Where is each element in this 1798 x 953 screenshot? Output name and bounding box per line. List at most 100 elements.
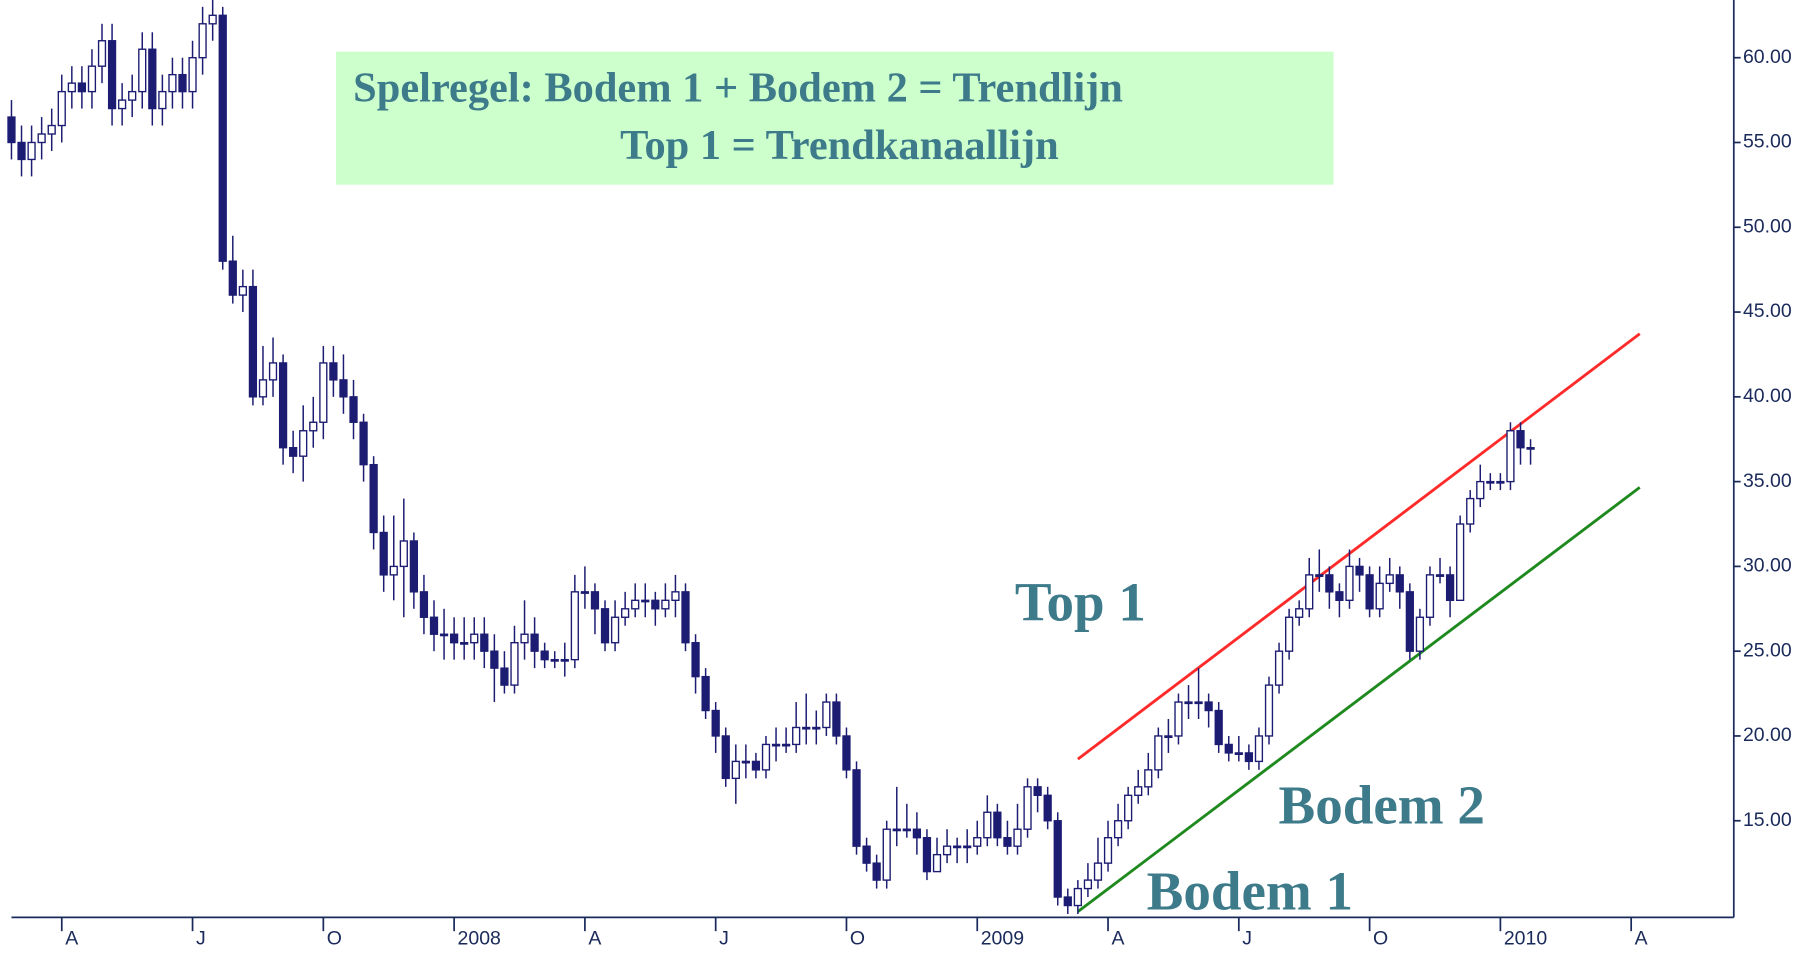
candle-body <box>138 48 147 93</box>
candle-body <box>1254 735 1264 763</box>
candle-body <box>1284 616 1294 652</box>
candle-body <box>128 90 137 101</box>
candle-body <box>1435 574 1445 577</box>
candle-body <box>409 540 419 593</box>
candle-body <box>1445 574 1455 602</box>
candle-body <box>1063 896 1072 907</box>
candle-body <box>852 769 861 847</box>
rule-box <box>335 51 1334 185</box>
candle-body <box>1516 430 1525 449</box>
candle-body <box>258 379 268 398</box>
candle-body <box>610 616 620 644</box>
candle-body <box>570 591 579 661</box>
candle-body <box>309 421 318 432</box>
candle-body <box>590 591 600 610</box>
candle-body <box>389 565 398 576</box>
candle-body <box>1023 786 1032 830</box>
candle-body <box>1144 769 1153 788</box>
candle-body <box>771 743 781 747</box>
candle-body <box>67 82 76 93</box>
candle-body <box>902 828 911 832</box>
candle-body <box>1113 820 1123 839</box>
candle-body <box>1093 862 1103 881</box>
y-tick-label: 50.00 <box>1743 215 1792 237</box>
candle-body <box>1415 616 1425 652</box>
x-tick-label: A <box>588 927 601 949</box>
candle-body <box>1103 837 1113 864</box>
candle-body <box>329 362 338 381</box>
trend-line <box>1077 486 1641 913</box>
candle-body <box>973 837 982 847</box>
candle-body <box>369 463 378 534</box>
candle-body <box>1466 497 1475 525</box>
candle-body <box>701 675 710 712</box>
candle-body <box>158 90 167 110</box>
candle-body <box>862 845 871 864</box>
candle-body <box>1224 743 1233 754</box>
candle-body <box>349 396 358 423</box>
candle-body <box>530 633 539 652</box>
y-tick-label: 30.00 <box>1743 555 1792 577</box>
candle-body <box>178 73 187 93</box>
candle-body <box>993 811 1002 839</box>
candle-body <box>731 760 740 780</box>
candle-body <box>953 845 962 849</box>
candle-body <box>218 14 227 262</box>
candle-body <box>1134 786 1143 797</box>
y-tick-label: 15.00 <box>1743 809 1792 831</box>
candle-body <box>1295 608 1304 618</box>
candle-body <box>761 743 771 771</box>
candle-body <box>1013 828 1022 847</box>
x-tick-label: O <box>1373 927 1388 949</box>
candle-body <box>540 650 549 661</box>
candle-body <box>691 642 700 678</box>
candle-body <box>1325 574 1334 593</box>
candle-body <box>319 362 328 423</box>
candle-body <box>1033 786 1042 797</box>
candle-body <box>500 667 509 686</box>
candle-body <box>460 642 469 645</box>
candle-body <box>1506 430 1515 483</box>
candle-body <box>1154 735 1163 771</box>
candle-body <box>510 642 519 686</box>
x-tick-label: 2009 <box>981 927 1024 949</box>
candle-body <box>17 141 26 161</box>
annotation: Bodem 2 <box>1279 774 1485 835</box>
candle-body <box>822 701 831 729</box>
candle-body <box>1355 565 1364 576</box>
candle-body <box>1164 735 1173 739</box>
candle-body <box>1315 574 1324 577</box>
candle-body <box>419 591 429 618</box>
candle-body <box>1526 447 1535 450</box>
x-tick-label: 2008 <box>458 927 501 949</box>
x-tick-label: J <box>196 927 206 949</box>
y-tick-label: 45.00 <box>1743 300 1792 322</box>
candle-body <box>600 608 610 644</box>
candle-body <box>812 726 821 730</box>
y-tick-label: 40.00 <box>1743 385 1792 407</box>
candle-body <box>942 845 952 856</box>
candle-body <box>228 260 237 296</box>
candle-body <box>882 828 891 881</box>
candle-body <box>107 40 117 110</box>
candle-body <box>57 90 66 127</box>
candle-body <box>429 616 439 635</box>
candle-body <box>922 837 932 873</box>
x-tick-label: A <box>1111 927 1124 949</box>
candle-body <box>248 285 258 398</box>
candle-body <box>1456 523 1465 602</box>
candle-body <box>399 540 408 568</box>
candle-body <box>751 760 761 771</box>
candle-body <box>188 57 197 93</box>
candle-body <box>932 853 942 873</box>
candle-body <box>238 285 247 296</box>
candle-body <box>1496 480 1505 484</box>
candle-body <box>1214 709 1223 746</box>
x-tick-label: A <box>1635 927 1648 949</box>
candle-body <box>842 735 851 771</box>
candle-body <box>963 845 972 849</box>
candle-body <box>781 743 791 747</box>
candle-body <box>1305 574 1314 610</box>
candle-body <box>1395 574 1404 593</box>
candle-body <box>651 599 660 610</box>
